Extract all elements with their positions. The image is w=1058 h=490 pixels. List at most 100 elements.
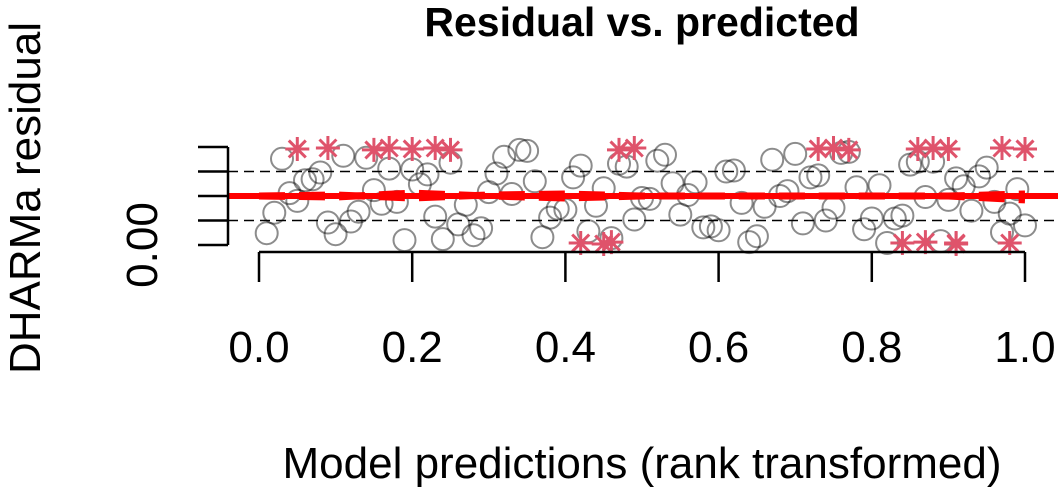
outlier-star (944, 231, 969, 255)
residual-point (568, 153, 593, 178)
outlier-star (913, 230, 938, 255)
outlier-star (821, 136, 846, 160)
residual-point (446, 212, 471, 237)
residual-point (254, 221, 279, 246)
outlier-star (806, 137, 831, 161)
outlier-star (568, 231, 593, 255)
y-axis: 0.00 (118, 145, 230, 288)
residual-point (783, 141, 808, 166)
outlier-star (377, 136, 402, 160)
residual-point (1013, 213, 1037, 238)
outlier-star (438, 137, 463, 162)
residual-point (538, 205, 563, 230)
residual-point (484, 161, 509, 186)
residual-point (760, 147, 785, 172)
residual-point (936, 187, 961, 212)
residual-point (392, 228, 417, 253)
outlier-star (836, 137, 861, 162)
residual-point (338, 209, 363, 234)
residual-point (959, 198, 984, 223)
x-tick-label: 0.4 (535, 323, 596, 372)
x-tick-label: 0.6 (688, 323, 749, 372)
outlier-star (607, 137, 631, 162)
residual-point (461, 223, 486, 248)
outlier-star (423, 136, 448, 160)
outlier-star (622, 136, 647, 160)
x-tick-label: 0.2 (382, 323, 443, 372)
residual-point (790, 211, 815, 236)
residual-point (729, 190, 754, 215)
residual-point (967, 164, 991, 189)
residual-point (898, 152, 923, 177)
residual-point (622, 207, 647, 232)
chart-title: Residual vs. predicted (424, 0, 859, 45)
residual-point (852, 217, 877, 242)
residual-point (262, 200, 287, 225)
residual-point (423, 204, 448, 229)
x-tick-label: 0.0 (228, 323, 289, 372)
residual-point (997, 201, 1022, 226)
outlier-star (400, 137, 425, 161)
outlier-star (361, 137, 386, 162)
residual-point (645, 148, 670, 173)
residual-point (798, 165, 823, 190)
residual-point (698, 214, 723, 239)
residual-point (522, 169, 547, 194)
x-tick-label: 1.0 (994, 323, 1055, 372)
residual-point (331, 143, 356, 168)
residual-point (507, 137, 532, 162)
residual-point (561, 165, 586, 190)
residual-point (315, 210, 340, 235)
residual-point (668, 202, 693, 227)
outlier-star (591, 232, 616, 256)
x-tick-label: 0.8 (841, 323, 902, 372)
residual-point (354, 145, 379, 170)
residual-point (285, 188, 310, 213)
outlier-star (599, 230, 624, 255)
residual-point (308, 160, 333, 185)
outlier-star (921, 136, 946, 160)
outlier-star (315, 136, 340, 160)
y-axis-label: DHARMa residual (1, 22, 50, 374)
residual-point (492, 144, 517, 169)
residual-point (323, 222, 348, 247)
residual-point (415, 162, 440, 187)
outlier-star (1013, 137, 1037, 161)
residual-point (721, 158, 746, 183)
outlier-star (990, 136, 1014, 160)
residual-point (882, 206, 907, 231)
y-tick-label: 0.00 (118, 202, 167, 288)
residual-point (361, 178, 386, 203)
residual-point (293, 168, 317, 193)
residual-point (821, 195, 846, 220)
residual-point (737, 230, 762, 255)
residual-point (691, 215, 716, 240)
residual-point (744, 224, 769, 249)
outlier-star (936, 137, 961, 161)
x-axis-label: Model predictions (rank transformed) (283, 439, 1002, 488)
residual-point (270, 146, 294, 171)
residual-point (346, 199, 371, 224)
residual-point (653, 142, 677, 167)
residual-point (469, 216, 494, 241)
residual-point (530, 225, 555, 250)
residual-point (859, 206, 884, 231)
outlier-star (905, 137, 930, 161)
residual-point (775, 179, 800, 204)
residual-point (890, 203, 915, 228)
x-axis: 0.0 0.2 0.4 0.6 0.8 1.0 (228, 250, 1056, 372)
residual-point (706, 218, 731, 243)
plot-area (228, 136, 1058, 256)
residual-point (806, 163, 831, 188)
residual-point (982, 189, 1007, 214)
residual-point (944, 166, 969, 191)
outlier-star (997, 231, 1022, 255)
residual-point (300, 167, 325, 192)
outlier-star (890, 231, 915, 255)
residual-point (515, 138, 540, 163)
outlier-star (285, 137, 310, 161)
residual-point (1005, 177, 1030, 202)
residual-point (430, 227, 455, 252)
residual-point (377, 156, 402, 181)
residual-point (974, 155, 999, 180)
